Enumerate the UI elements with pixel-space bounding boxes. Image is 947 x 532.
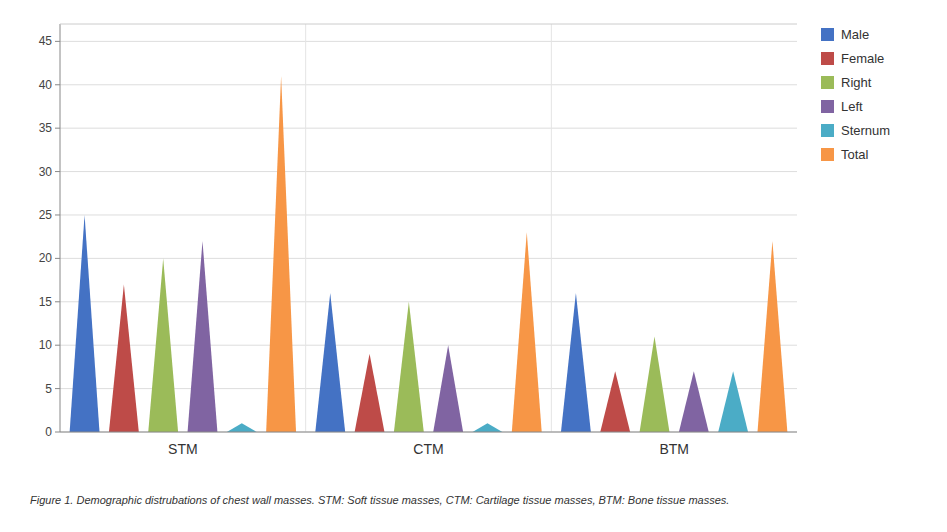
spike <box>148 258 178 432</box>
caption: Figure 1. Demographic distrubations of c… <box>30 494 729 506</box>
legend-label: Right <box>841 75 872 90</box>
x-axis-line <box>60 432 797 433</box>
spike <box>473 423 503 432</box>
grid-line <box>60 171 797 172</box>
y-tick-label: 45 <box>39 34 53 48</box>
y-tick <box>55 301 60 302</box>
y-tick <box>55 258 60 259</box>
legend: Male Female Right Left Sternum Total <box>821 27 890 162</box>
grid-line <box>60 258 797 259</box>
y-tick <box>55 214 60 215</box>
y-tick-label: 5 <box>45 382 52 396</box>
spike <box>266 76 296 432</box>
spike <box>70 215 100 432</box>
spike <box>394 302 424 432</box>
spike <box>718 371 748 432</box>
legend-swatch <box>821 124 834 137</box>
y-tick-label: 15 <box>39 295 53 309</box>
grid-line <box>60 432 797 433</box>
y-tick <box>55 432 60 433</box>
spike <box>355 354 385 432</box>
legend-swatch <box>821 76 834 89</box>
spike <box>433 345 463 432</box>
spike <box>561 293 591 432</box>
grid-line <box>60 128 797 129</box>
y-tick <box>55 171 60 172</box>
y-axis-line <box>60 24 61 432</box>
legend-label: Total <box>841 147 869 162</box>
x-tick-label: BTM <box>659 441 689 457</box>
spike <box>109 284 139 432</box>
grid-line <box>60 41 797 42</box>
grid-line <box>60 214 797 215</box>
group-separator <box>551 24 552 432</box>
y-tick-label: 20 <box>39 251 53 265</box>
x-tick-label: CTM <box>413 441 443 457</box>
plot-area <box>60 24 797 432</box>
spike <box>600 371 630 432</box>
legend-swatch <box>821 28 834 41</box>
spike <box>188 241 218 432</box>
plot-frame-top <box>60 24 797 25</box>
y-tick-label: 10 <box>39 338 53 352</box>
marks <box>70 76 788 432</box>
spike <box>512 232 542 432</box>
chart-container: 0 5 10 15 20 25 30 35 40 45 STM CTM BTM Male Female Rig… <box>0 0 947 532</box>
legend-label: Male <box>841 27 869 42</box>
y-tick-label: 25 <box>39 208 53 222</box>
chart: 0 5 10 15 20 25 30 35 40 45 STM CTM BTM Male Female Rig… <box>0 0 947 532</box>
spike <box>315 293 345 432</box>
y-tick-label: 0 <box>45 425 52 439</box>
spike <box>757 241 787 432</box>
y-tick <box>55 84 60 85</box>
legend-swatch <box>821 100 834 113</box>
y-tick <box>55 41 60 42</box>
y-tick-label: 30 <box>39 165 53 179</box>
spike <box>679 371 709 432</box>
y-tick-label: 40 <box>39 78 53 92</box>
y-tick <box>55 388 60 389</box>
grid-line <box>60 301 797 302</box>
y-tick <box>55 345 60 346</box>
legend-label: Female <box>841 51 884 66</box>
legend-swatch <box>821 148 834 161</box>
y-tick <box>55 128 60 129</box>
grid <box>60 41 797 432</box>
x-tick-label: STM <box>168 441 198 457</box>
y-tick-label: 35 <box>39 121 53 135</box>
legend-label: Left <box>841 99 863 114</box>
spike <box>640 337 670 432</box>
spike <box>227 423 257 432</box>
legend-swatch <box>821 52 834 65</box>
legend-label: Sternum <box>841 123 890 138</box>
grid-line <box>60 84 797 85</box>
group-separator <box>305 24 306 432</box>
